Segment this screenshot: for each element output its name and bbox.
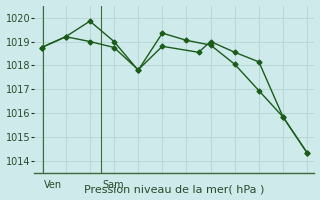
X-axis label: Pression niveau de la mer( hPa ): Pression niveau de la mer( hPa ) [84,184,265,194]
Text: Ven: Ven [44,180,62,190]
Text: Sam: Sam [102,180,124,190]
